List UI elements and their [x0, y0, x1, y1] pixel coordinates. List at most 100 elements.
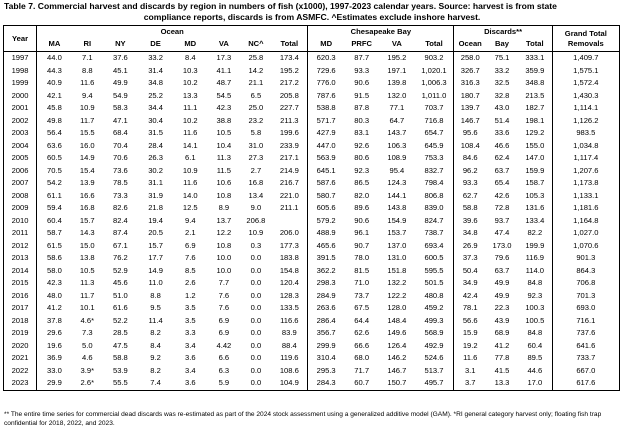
table-cell: 51.4	[494, 115, 510, 125]
table-cell: 8.2	[150, 328, 161, 337]
table-cell: 10.8	[216, 190, 232, 200]
table-cell: 76.2	[112, 253, 128, 262]
table-cell: 126.4	[387, 340, 407, 350]
table-cell: 82.0	[354, 190, 370, 200]
year-cell: 1999	[2, 77, 38, 90]
table-cell: 128.0	[387, 303, 407, 312]
table-cell: 492.9	[414, 339, 455, 352]
table-cell: 8.2	[150, 365, 161, 375]
table-cell: 0.0	[250, 353, 262, 362]
year-cell: 2008	[2, 189, 38, 202]
table-cell: 61.5	[47, 240, 62, 250]
table-cell: 1,126.2	[552, 114, 621, 127]
table-cell: 654.7	[414, 127, 455, 140]
table-cell: 122.2	[387, 290, 407, 300]
table-cell: 92.3	[354, 165, 370, 175]
table-cell: 1,409.7	[552, 51, 621, 65]
table-cell: 177.3	[271, 239, 309, 252]
table-cell: 2.6	[184, 278, 196, 287]
table-cell: 362.2	[316, 265, 336, 275]
table-cell: 480.8	[414, 289, 455, 302]
table-cell: 5.9	[207, 377, 241, 391]
table-cell: 901.3	[552, 252, 621, 265]
table-cell: 60.4	[518, 339, 553, 352]
table-cell: 10.9	[182, 165, 198, 175]
table-cell: 37.6	[112, 53, 128, 62]
table-cell: 88.4	[271, 339, 309, 352]
year-cell: 1998	[2, 64, 38, 77]
table-cell: 144.1	[387, 190, 407, 200]
ocean-group-header: Ocean	[36, 25, 309, 37]
table-cell: 20.5	[148, 228, 163, 237]
table-cell: 595.5	[414, 264, 455, 277]
table-cell: 62.6	[354, 328, 370, 337]
table-cell: 501.5	[414, 277, 455, 290]
table-cell: 495.7	[414, 377, 455, 391]
year-cell: 2000	[2, 89, 38, 102]
table-cell: 48.0	[47, 290, 62, 300]
table-cell: 645.9	[414, 139, 455, 152]
table-cell: 38.8	[216, 115, 232, 125]
table-cell: 61.6	[112, 303, 128, 312]
table-cell: 10.4	[216, 140, 232, 150]
table-cell: 143.8	[387, 203, 407, 212]
year-cell: 2020	[2, 339, 38, 352]
table-cell: 66.6	[354, 340, 370, 350]
table-cell: 4.42	[216, 340, 232, 350]
table-cell: 199.9	[518, 239, 553, 252]
table-row: 1997 44.0 7.1 37.6 33.2 8.4 17.3 25.8 173.4 620.3…	[2, 51, 621, 65]
table-cell: 17.0	[518, 377, 553, 391]
table-cell: 84.8	[518, 277, 553, 290]
table-cell: 37.8	[47, 315, 62, 325]
table-cell: 14.9	[148, 265, 163, 275]
table-cell: 295.3	[316, 365, 336, 375]
column-header: MD	[307, 37, 345, 52]
table-cell: 298.3	[316, 278, 336, 287]
table-cell: 356.7	[316, 328, 336, 337]
table-cell: 83.9	[271, 327, 309, 340]
year-cell: 2017	[2, 302, 38, 315]
year-cell: 1997	[2, 51, 38, 65]
table-cell: 3.5	[184, 315, 196, 325]
table-row: 2022 33.0 3.9* 53.9 8.2 3.4 6.3 0.0 108.6 295.3 71…	[2, 364, 621, 377]
table-cell: 108.9	[387, 153, 407, 162]
table-cell: 258.0	[460, 53, 480, 62]
table-cell: 63.7	[494, 265, 510, 275]
table-cell: 221.0	[271, 189, 309, 202]
table-cell: 11.0	[148, 278, 163, 287]
table-cell: 10.2	[182, 115, 198, 125]
table-row: 2003 56.4 15.5 68.4 31.5 11.6 10.5 5.8 199.6 427.…	[2, 127, 621, 140]
table-cell: 310.4	[316, 353, 336, 362]
table-cell: 11.6	[183, 178, 198, 187]
table-cell: 83.1	[354, 128, 370, 137]
table-cell: 64.7	[389, 115, 405, 125]
table-cell: 84.8	[518, 327, 553, 340]
table-cell: 15.7	[148, 240, 163, 250]
table-cell: 42.3	[216, 103, 232, 112]
table-cell: 124.3	[387, 178, 407, 187]
table-cell: 67.1	[112, 240, 128, 250]
table-cell: 1,027.0	[552, 227, 621, 240]
table-cell: 173.0	[492, 240, 512, 250]
year-cell: 2022	[2, 364, 38, 377]
column-header: MA	[36, 37, 72, 52]
table-cell: 33.0	[47, 365, 62, 375]
table-cell: 216.7	[271, 177, 309, 190]
table-cell: 16.8	[248, 178, 264, 187]
table-cell: 11.7	[80, 290, 95, 300]
table-cell: 10.5	[216, 128, 232, 137]
table-cell: 13.7	[216, 215, 232, 225]
column-header: VA	[379, 37, 415, 52]
table-cell: 133.4	[518, 214, 553, 227]
table-cell: 149.6	[387, 328, 407, 337]
table-cell: 90.6	[354, 78, 370, 87]
table-cell: 864.3	[552, 264, 621, 277]
table-cell: 2.6*	[71, 377, 103, 391]
table-cell: 199.6	[271, 127, 309, 140]
table-cell: 62.7	[462, 190, 478, 200]
table-cell: 146.2	[387, 353, 407, 362]
table-cell: 139.8	[387, 78, 407, 87]
table-cell: 158.7	[518, 177, 553, 190]
table-cell: 17.7	[148, 253, 163, 262]
column-header: Bay	[485, 37, 518, 52]
